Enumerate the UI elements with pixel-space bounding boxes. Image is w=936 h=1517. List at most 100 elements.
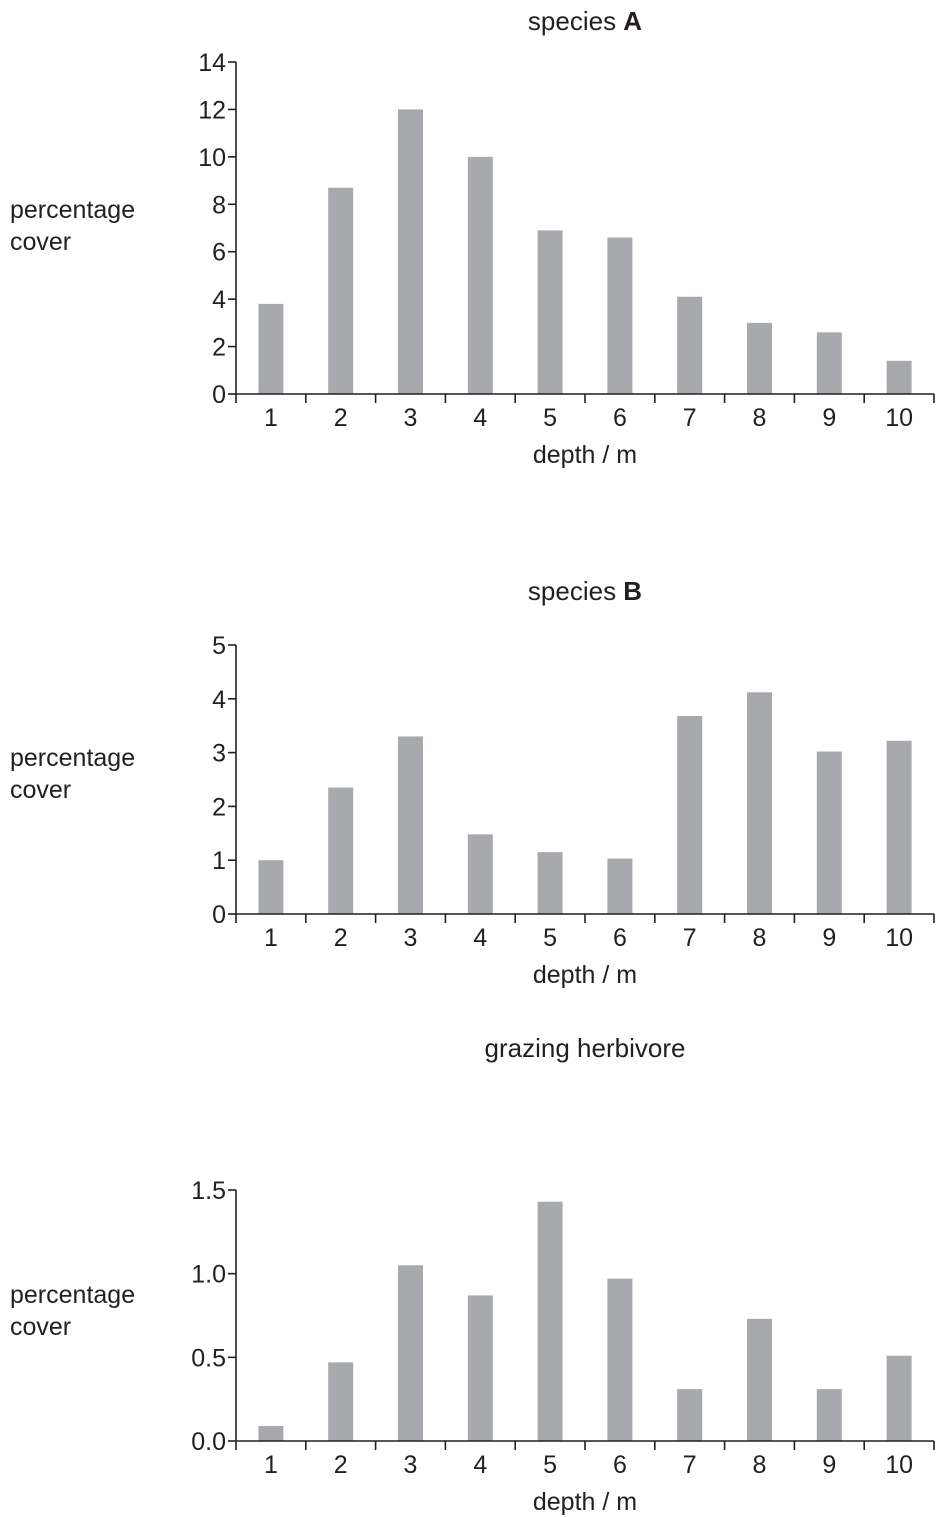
chart-title-text: species [528,576,623,606]
y-tick-label: 10 [198,144,226,172]
bar-depth-10 [886,1355,912,1441]
bar-depth-2 [328,1362,354,1441]
x-tick-label: 5 [543,924,557,952]
chart-title: species B [528,576,642,606]
x-tick-label: 3 [404,404,418,432]
bar-depth-9 [816,332,842,394]
bar-depth-6 [607,237,633,394]
bar-depth-8 [747,1318,772,1441]
x-tick-label: 8 [753,404,767,432]
bar-depth-10 [886,740,912,914]
x-axis-label: depth / m [533,1488,637,1516]
x-tick-label: 6 [613,1451,627,1479]
x-tick-label: 6 [613,404,627,432]
chart-title: grazing herbivore [485,1033,686,1063]
bar-depth-5 [537,852,563,914]
x-tick-label: 9 [822,1451,836,1479]
y-tick-label: 0 [212,381,226,409]
bar-depth-2 [328,187,354,394]
bar-depth-8 [747,322,772,394]
y-tick-label: 3 [212,740,226,768]
chart-title: species A [528,6,642,36]
y-axis-label: cover [10,776,71,804]
bar-depth-6 [607,858,633,914]
x-tick-label: 5 [543,404,557,432]
x-tick-label: 4 [473,924,487,952]
x-tick-label: 1 [264,404,278,432]
y-tick-label: 1.5 [191,1177,226,1205]
y-tick-label: 4 [212,686,226,714]
x-tick-label: 1 [264,924,278,952]
y-axis-label: percentage [10,744,135,772]
x-tick-label: 9 [822,924,836,952]
bar-depth-7 [677,1389,703,1441]
bar-depth-1 [258,303,284,394]
y-axis-label: percentage [10,1281,135,1309]
x-tick-label: 10 [885,404,913,432]
x-tick-label: 2 [334,1451,348,1479]
x-tick-label: 7 [683,404,697,432]
x-tick-label: 1 [264,1451,278,1479]
bar-depth-7 [677,296,703,394]
x-tick-label: 6 [613,924,627,952]
bar-depth-5 [537,1201,563,1441]
bar-depth-3 [398,109,423,394]
y-tick-label: 12 [198,96,226,124]
x-tick-label: 5 [543,1451,557,1479]
bar-depth-4 [467,834,493,914]
bar-depth-3 [398,736,423,914]
bar-depth-5 [537,230,563,394]
chart-panel-3: grazing herbivore percentage cover 0.0 0.5 1.… [10,1033,935,1516]
bar-depth-10 [886,360,912,394]
chart-title-bold: B [623,576,642,606]
bar-depth-1 [258,860,284,914]
bar-depth-4 [467,156,493,394]
y-tick-label: 2 [212,793,226,821]
chart-title-text: grazing herbivore [485,1033,686,1063]
chart-title-text: species [528,6,623,36]
y-tick-label: 6 [212,239,226,267]
bar-depth-6 [607,1278,633,1441]
bar-depth-8 [747,692,772,914]
bar-depth-3 [398,1265,423,1441]
y-tick-label: 5 [212,632,226,660]
bar-depth-4 [467,1295,493,1441]
bar-depth-7 [677,716,703,914]
bar-depth-9 [816,1389,842,1441]
x-tick-label: 2 [334,924,348,952]
y-axis-label: cover [10,1313,71,1341]
x-tick-label: 7 [683,1451,697,1479]
x-tick-label: 7 [683,924,697,952]
chart-title-bold: A [623,6,642,36]
x-tick-label: 10 [885,924,913,952]
y-tick-label: 0.5 [191,1344,226,1372]
x-axis-label: depth / m [533,961,637,989]
y-tick-label: 2 [212,334,226,362]
y-axis-label: percentage [10,196,135,224]
x-tick-label: 9 [822,404,836,432]
x-tick-label: 10 [885,1451,913,1479]
y-tick-label: 0.0 [191,1428,226,1456]
bar-depth-1 [258,1425,284,1441]
x-tick-label: 4 [473,404,487,432]
x-tick-label: 8 [753,1451,767,1479]
y-tick-label: 0 [212,901,226,929]
y-tick-label: 14 [198,49,226,77]
y-tick-label: 8 [212,191,226,219]
x-tick-label: 2 [334,404,348,432]
y-axis-label: cover [10,228,71,256]
bar-depth-2 [328,787,354,914]
x-tick-label: 3 [404,1451,418,1479]
y-tick-label: 4 [212,286,226,314]
y-tick-label: 1 [212,847,226,875]
x-tick-label: 3 [404,924,418,952]
x-tick-label: 8 [753,924,767,952]
y-tick-label: 1.0 [191,1261,226,1289]
x-tick-label: 4 [473,1451,487,1479]
bar-depth-9 [816,751,842,914]
x-axis-label: depth / m [533,441,637,469]
